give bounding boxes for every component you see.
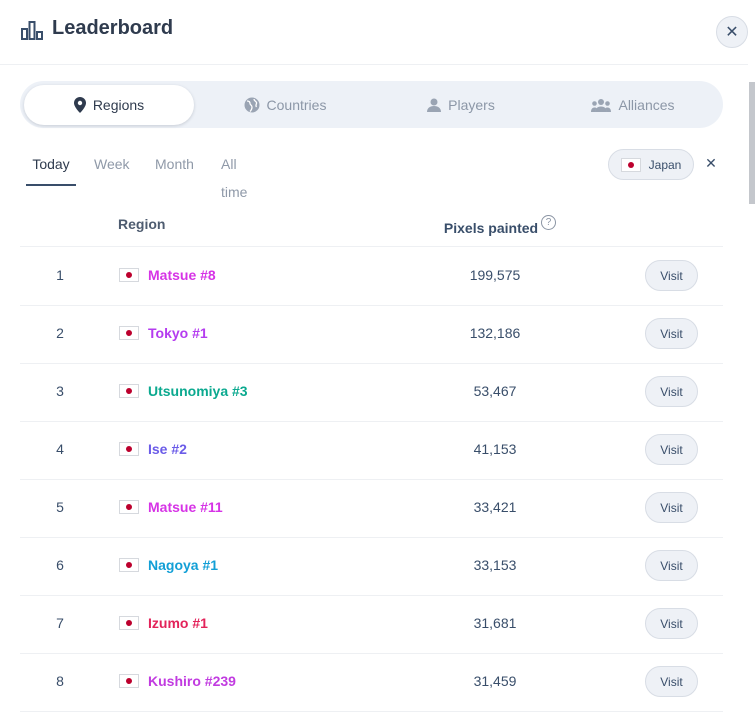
table-row: 1 Matsue #8 199,575 Visit (20, 247, 723, 306)
rank: 8 (56, 673, 64, 689)
visit-button[interactable]: Visit (645, 608, 698, 639)
region-name[interactable]: Matsue #11 (148, 499, 223, 515)
pixels-painted: 31,681 (473, 615, 517, 631)
table-row: 6 Nagoya #1 33,153 Visit (20, 537, 723, 596)
table-row: 7 Izumo #1 31,681 Visit (20, 595, 723, 654)
tab-label: Players (448, 97, 495, 113)
japan-flag-icon (119, 384, 139, 398)
japan-flag-icon (620, 157, 641, 172)
globe-icon (244, 97, 260, 113)
japan-flag-icon (119, 326, 139, 340)
visit-button[interactable]: Visit (645, 318, 698, 349)
header: Leaderboard (0, 0, 756, 65)
column-header-pixels: Pixels painted (443, 220, 539, 236)
japan-flag-icon (119, 500, 139, 514)
table-header: Region Pixels painted ? (20, 200, 723, 247)
tab-countries[interactable]: Countries (200, 85, 370, 125)
rank: 6 (56, 557, 64, 573)
visit-button[interactable]: Visit (645, 260, 698, 291)
pixels-painted: 41,153 (473, 441, 517, 457)
rank: 1 (56, 267, 64, 283)
help-icon[interactable]: ? (541, 215, 556, 230)
users-icon (591, 98, 612, 112)
pixels-painted: 53,467 (473, 383, 517, 399)
pixels-painted: 31,459 (473, 673, 517, 689)
tab-all-time[interactable]: All time (221, 156, 248, 200)
table-row: 5 Matsue #11 33,421 Visit (20, 479, 723, 538)
visit-button[interactable]: Visit (645, 550, 698, 581)
rank: 7 (56, 615, 64, 631)
map-pin-icon (73, 97, 86, 113)
pixels-painted: 199,575 (469, 267, 521, 283)
tab-week[interactable]: Week (94, 156, 130, 172)
japan-flag-icon (119, 558, 139, 572)
table-row: 8 Kushiro #239 31,459 Visit (20, 653, 723, 712)
tab-players[interactable]: Players (376, 85, 546, 125)
clear-filter-button[interactable]: ✕ (705, 155, 717, 171)
user-icon (427, 98, 442, 112)
pixels-painted: 33,421 (473, 499, 517, 515)
category-tabs: Regions Countries Players Alliances (20, 81, 723, 128)
tab-label: Alliances (618, 97, 675, 113)
tab-alliances[interactable]: Alliances (548, 85, 718, 125)
scrollbar-track[interactable] (748, 64, 756, 700)
table-row: 2 Tokyo #1 132,186 Visit (20, 305, 723, 364)
visit-button[interactable]: Visit (645, 434, 698, 465)
tab-month[interactable]: Month (155, 156, 194, 172)
region-name[interactable]: Utsunomiya #3 (148, 383, 248, 399)
pixels-painted: 33,153 (473, 557, 517, 573)
region-name[interactable]: Kushiro #239 (148, 673, 236, 689)
rank: 3 (56, 383, 64, 399)
japan-flag-icon (119, 616, 139, 630)
visit-button[interactable]: Visit (645, 492, 698, 523)
close-icon: ✕ (725, 24, 739, 41)
tab-label: Countries (266, 97, 327, 113)
tab-regions[interactable]: Regions (24, 85, 194, 125)
pixels-painted: 132,186 (469, 325, 521, 341)
column-header-region: Region (118, 216, 166, 232)
close-button[interactable]: ✕ (716, 16, 748, 48)
rank: 5 (56, 499, 64, 515)
region-name[interactable]: Tokyo #1 (148, 325, 208, 341)
region-name[interactable]: Ise #2 (148, 441, 187, 457)
japan-flag-icon (119, 674, 139, 688)
tab-label: Regions (92, 97, 145, 113)
table-row: 3 Utsunomiya #3 53,467 Visit (20, 363, 723, 422)
japan-flag-icon (119, 442, 139, 456)
visit-button[interactable]: Visit (645, 666, 698, 697)
filter-label: Japan (648, 157, 682, 172)
table-row: 4 Ise #2 41,153 Visit (20, 421, 723, 480)
country-filter-chip[interactable]: Japan (608, 149, 694, 180)
bar-chart-icon (21, 21, 43, 40)
page-title: Leaderboard (52, 17, 174, 39)
region-name[interactable]: Nagoya #1 (148, 557, 219, 573)
region-name[interactable]: Matsue #8 (148, 267, 216, 283)
rank: 4 (56, 441, 64, 457)
rank: 2 (56, 325, 64, 341)
japan-flag-icon (119, 268, 139, 282)
scrollbar-thumb[interactable] (749, 82, 755, 204)
visit-button[interactable]: Visit (645, 376, 698, 407)
tab-today[interactable]: Today (26, 150, 76, 186)
region-name[interactable]: Izumo #1 (148, 615, 208, 631)
